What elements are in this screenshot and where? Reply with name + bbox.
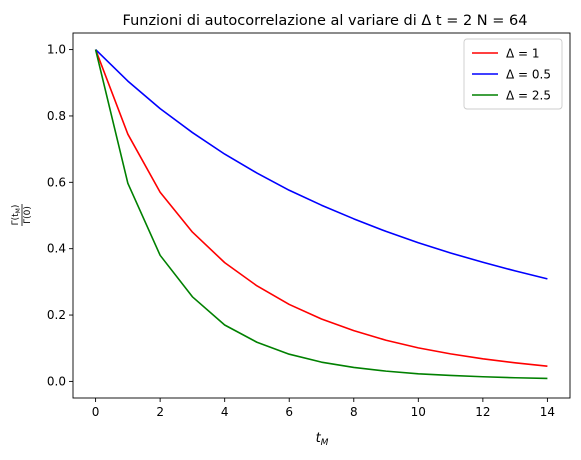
y-tick-label: 1.0 <box>47 43 66 57</box>
series-layer <box>94 49 548 380</box>
y-axis-label: Γ(tM) Γ(0) <box>11 204 33 226</box>
axes-layer: 0 2 4 6 8 10 12 14 0.0 0.2 0.4 0.6 0.8 1.0 <box>47 32 571 419</box>
y-tick-label: 0.4 <box>47 242 66 256</box>
x-axis-label: tM <box>316 431 329 448</box>
svg-text:Γ(tM): Γ(tM) <box>11 205 22 226</box>
series-line-2 <box>95 49 548 280</box>
series-line-3 <box>94 49 548 380</box>
x-tick-label: 14 <box>540 405 555 419</box>
legend-label: Δ = 1 <box>506 47 540 61</box>
series-line-1 <box>94 49 548 367</box>
y-tick-label: 0.2 <box>47 308 66 322</box>
y-tick-label: 0.6 <box>47 175 66 189</box>
legend: Δ = 1 Δ = 0.5 Δ = 2.5 <box>463 38 563 110</box>
x-tick-label: 4 <box>221 405 229 419</box>
x-tick-label: 8 <box>350 405 358 419</box>
legend-label: Δ = 2.5 <box>506 89 551 103</box>
x-tick-label: 2 <box>156 405 164 419</box>
svg-text:tM: tM <box>316 431 329 448</box>
y-tick-label: 0.8 <box>47 109 66 123</box>
legend-box <box>463 38 563 110</box>
axes-frame <box>72 32 571 399</box>
svg-text:Γ(0): Γ(0) <box>23 206 33 224</box>
y-tick-label: 0.0 <box>47 374 66 388</box>
chart-title: Funzioni di autocorrelazione al variare … <box>123 13 528 29</box>
legend-label: Δ = 0.5 <box>506 68 551 82</box>
x-tick-label: 10 <box>411 405 426 419</box>
x-tick-label: 6 <box>285 405 293 419</box>
x-tick-label: 0 <box>92 405 100 419</box>
x-tick-label: 12 <box>475 405 490 419</box>
